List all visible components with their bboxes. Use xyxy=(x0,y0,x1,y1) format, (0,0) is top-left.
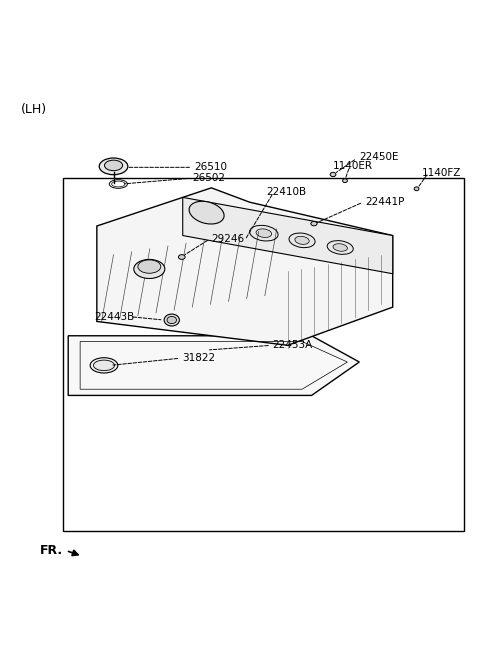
Text: FR.: FR. xyxy=(39,544,63,557)
Ellipse shape xyxy=(179,255,185,260)
Ellipse shape xyxy=(99,158,128,175)
Text: 1140FZ: 1140FZ xyxy=(421,167,461,177)
Text: 31822: 31822 xyxy=(182,354,215,363)
Text: 1140ER: 1140ER xyxy=(333,162,373,171)
Ellipse shape xyxy=(90,357,118,373)
Text: 22450E: 22450E xyxy=(360,152,399,162)
Ellipse shape xyxy=(333,244,348,252)
Ellipse shape xyxy=(330,172,336,177)
Bar xyxy=(63,178,464,532)
Text: 22441P: 22441P xyxy=(365,197,405,207)
Ellipse shape xyxy=(105,160,122,171)
Ellipse shape xyxy=(189,201,224,224)
Text: 22453A: 22453A xyxy=(273,340,312,350)
Polygon shape xyxy=(183,197,393,273)
Text: 29246: 29246 xyxy=(211,234,244,244)
Text: (LH): (LH) xyxy=(21,103,47,116)
Ellipse shape xyxy=(167,316,177,324)
Ellipse shape xyxy=(414,187,419,191)
Ellipse shape xyxy=(134,260,165,279)
Ellipse shape xyxy=(327,240,353,254)
Text: 22410B: 22410B xyxy=(266,187,306,197)
Ellipse shape xyxy=(250,225,278,241)
Polygon shape xyxy=(97,188,393,346)
Text: 26510: 26510 xyxy=(195,162,228,172)
Ellipse shape xyxy=(289,233,315,248)
Ellipse shape xyxy=(295,236,309,244)
Ellipse shape xyxy=(256,229,272,238)
Ellipse shape xyxy=(311,222,317,226)
Ellipse shape xyxy=(164,314,180,326)
Ellipse shape xyxy=(138,260,161,273)
Ellipse shape xyxy=(94,360,115,371)
Polygon shape xyxy=(68,336,360,395)
Ellipse shape xyxy=(343,179,348,183)
Text: 22443B: 22443B xyxy=(95,312,135,322)
Text: 26502: 26502 xyxy=(192,173,225,183)
